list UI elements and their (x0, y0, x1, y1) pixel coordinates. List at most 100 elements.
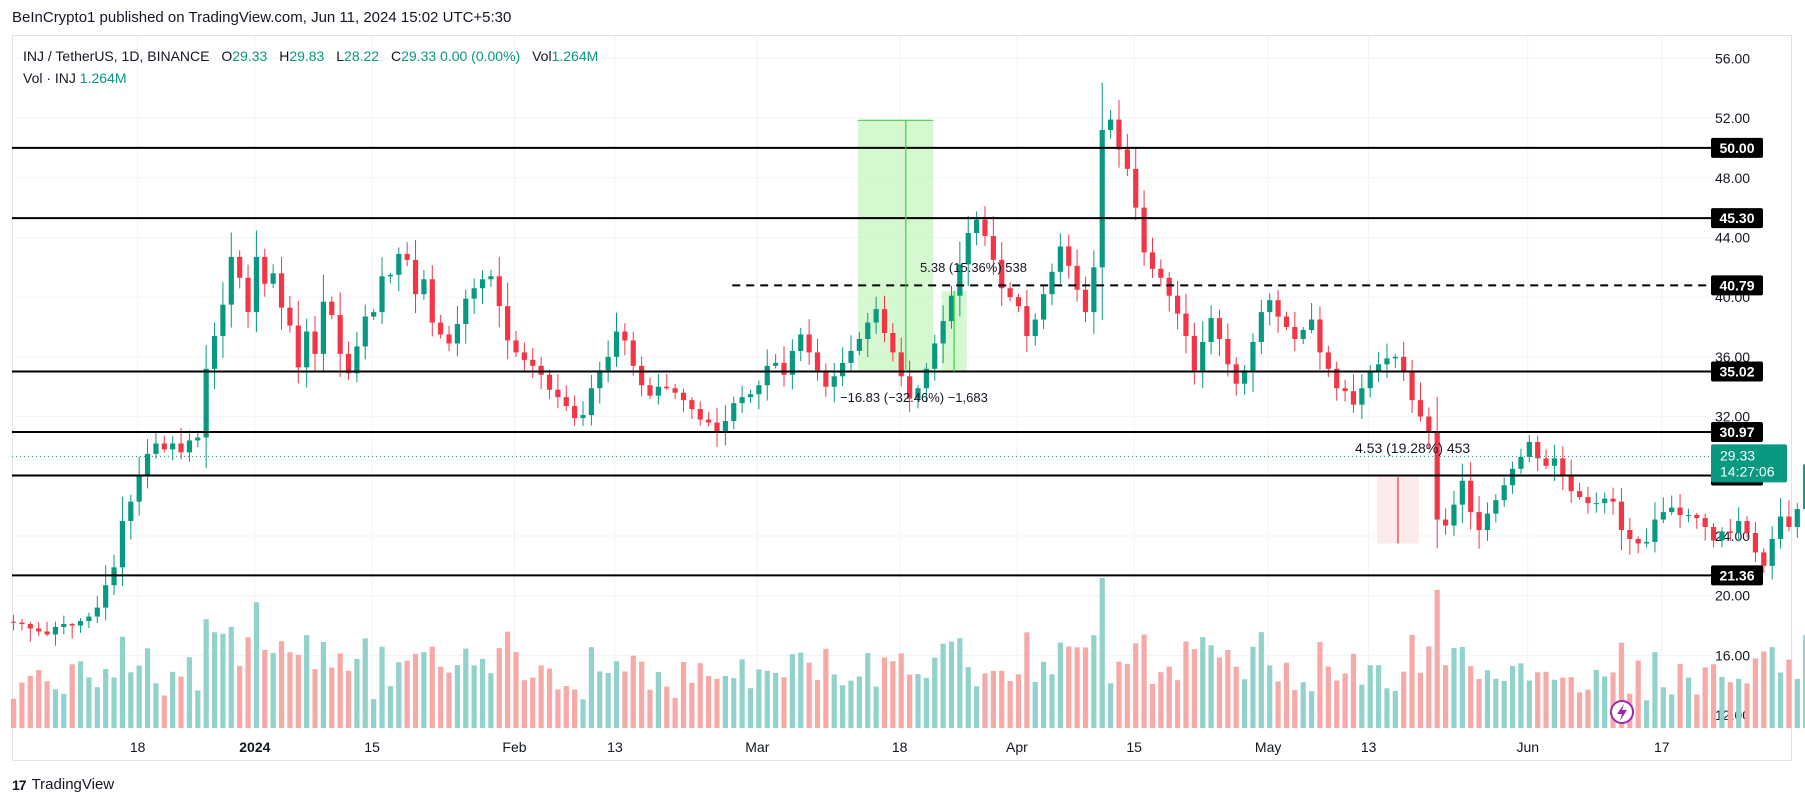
candle-body (337, 315, 343, 354)
volume-bar (647, 689, 653, 728)
price-tick-label: 56.00 (1715, 50, 1750, 66)
volume-bar (814, 680, 821, 728)
volume-bar (103, 669, 109, 728)
volume-bar (1082, 647, 1089, 728)
candle-body (932, 343, 938, 369)
candle-body (848, 350, 854, 363)
volume-bar (1015, 674, 1022, 728)
volume-bar (304, 635, 310, 728)
candle-body (295, 325, 301, 368)
volume-bar (1459, 647, 1465, 728)
candle-body (161, 443, 167, 450)
volume-bar (144, 648, 151, 728)
volume-bar (371, 699, 377, 728)
candle-body (856, 338, 862, 351)
level-label: 21.36 (1719, 567, 1754, 583)
candle-body (1392, 356, 1398, 359)
volume-bar (161, 695, 167, 728)
candle-body (1158, 268, 1164, 278)
volume-bar (639, 661, 645, 728)
volume-bar (1409, 634, 1415, 728)
candle-body (572, 406, 578, 419)
volume-bar (572, 689, 578, 728)
volume-bar (1308, 691, 1315, 728)
volume-bar (1468, 666, 1474, 728)
price-tick-label: 16.00 (1715, 647, 1750, 663)
candle-body (781, 362, 787, 375)
volume-bar (1250, 646, 1256, 728)
candle-body (86, 616, 92, 622)
volume-bar (722, 675, 728, 728)
volume-bar (907, 674, 913, 728)
volume-bar (1300, 682, 1306, 728)
candle-body (1618, 501, 1625, 531)
candle-body (1275, 300, 1281, 317)
volume-bar (974, 686, 980, 728)
volume-bar (86, 677, 92, 728)
volume-bar (1685, 677, 1692, 728)
candle-body (1509, 468, 1516, 486)
time-tick-label: Jun (1516, 739, 1539, 755)
candle-body (412, 259, 419, 295)
candle-body (1568, 476, 1574, 492)
candle-body (438, 322, 444, 335)
candle-body (1761, 552, 1767, 566)
candle-body (1501, 485, 1507, 501)
candle-body (1124, 149, 1130, 169)
tradingview-brand[interactable]: 17 TradingView (12, 776, 114, 793)
price-tick-label: 36.00 (1715, 349, 1750, 365)
volume-bar (605, 673, 611, 728)
candle-body (789, 350, 795, 375)
volume-bar (203, 619, 209, 728)
candle-body (1777, 516, 1784, 539)
volume-bar (689, 682, 695, 728)
volume-bar (1434, 589, 1440, 728)
time-tick-label: 17 (1654, 739, 1670, 755)
candle-body (1727, 531, 1733, 533)
price-tick-label: 52.00 (1715, 110, 1750, 126)
volume-indicator-label[interactable]: Vol · INJ (23, 70, 76, 86)
volume-bar (1769, 647, 1775, 728)
volume-bar (1359, 684, 1365, 728)
volume-bar (1677, 663, 1683, 728)
candle-body (1451, 504, 1457, 526)
current-price-countdown: 14:27:06 (1720, 463, 1775, 479)
candle-body (722, 421, 728, 432)
time-tick-label: Mar (745, 739, 769, 755)
volume-bar (597, 671, 603, 728)
volume-bar (1225, 649, 1231, 728)
candle-body (613, 331, 620, 357)
candle-body (697, 409, 703, 420)
volume-bar (1158, 672, 1164, 728)
candle-body (1576, 491, 1583, 498)
legend-close: 29.33 (401, 48, 437, 64)
volume-bar (1635, 660, 1641, 728)
volume-bar (505, 631, 511, 728)
candle-body (505, 306, 511, 341)
candle-body (1225, 338, 1231, 365)
volume-bar (488, 673, 494, 728)
volume-bar (178, 676, 184, 728)
flash-icon-bolt (1617, 704, 1627, 721)
candle-body (153, 443, 159, 454)
volume-bar (999, 670, 1005, 728)
volume-bar (52, 689, 59, 728)
time-tick-label: 18 (130, 739, 146, 755)
volume-bar (588, 647, 594, 728)
candle-body (680, 392, 687, 401)
candle-body (1216, 318, 1223, 339)
candle-body (1660, 512, 1666, 520)
volume-bar (1535, 672, 1541, 728)
candle-body (965, 233, 971, 265)
current-price-value: 29.33 (1720, 447, 1755, 463)
legend-symbol[interactable]: INJ / TetherUS, 1D, BINANCE (23, 48, 210, 64)
volume-bar (36, 670, 42, 728)
candle-body (253, 256, 260, 313)
price-tick-label: 20.00 (1715, 588, 1750, 604)
candle-body (304, 331, 310, 368)
volume-bar (1317, 641, 1323, 728)
candle-body (689, 400, 695, 410)
candle-body (270, 273, 276, 284)
candle-body (881, 309, 888, 334)
